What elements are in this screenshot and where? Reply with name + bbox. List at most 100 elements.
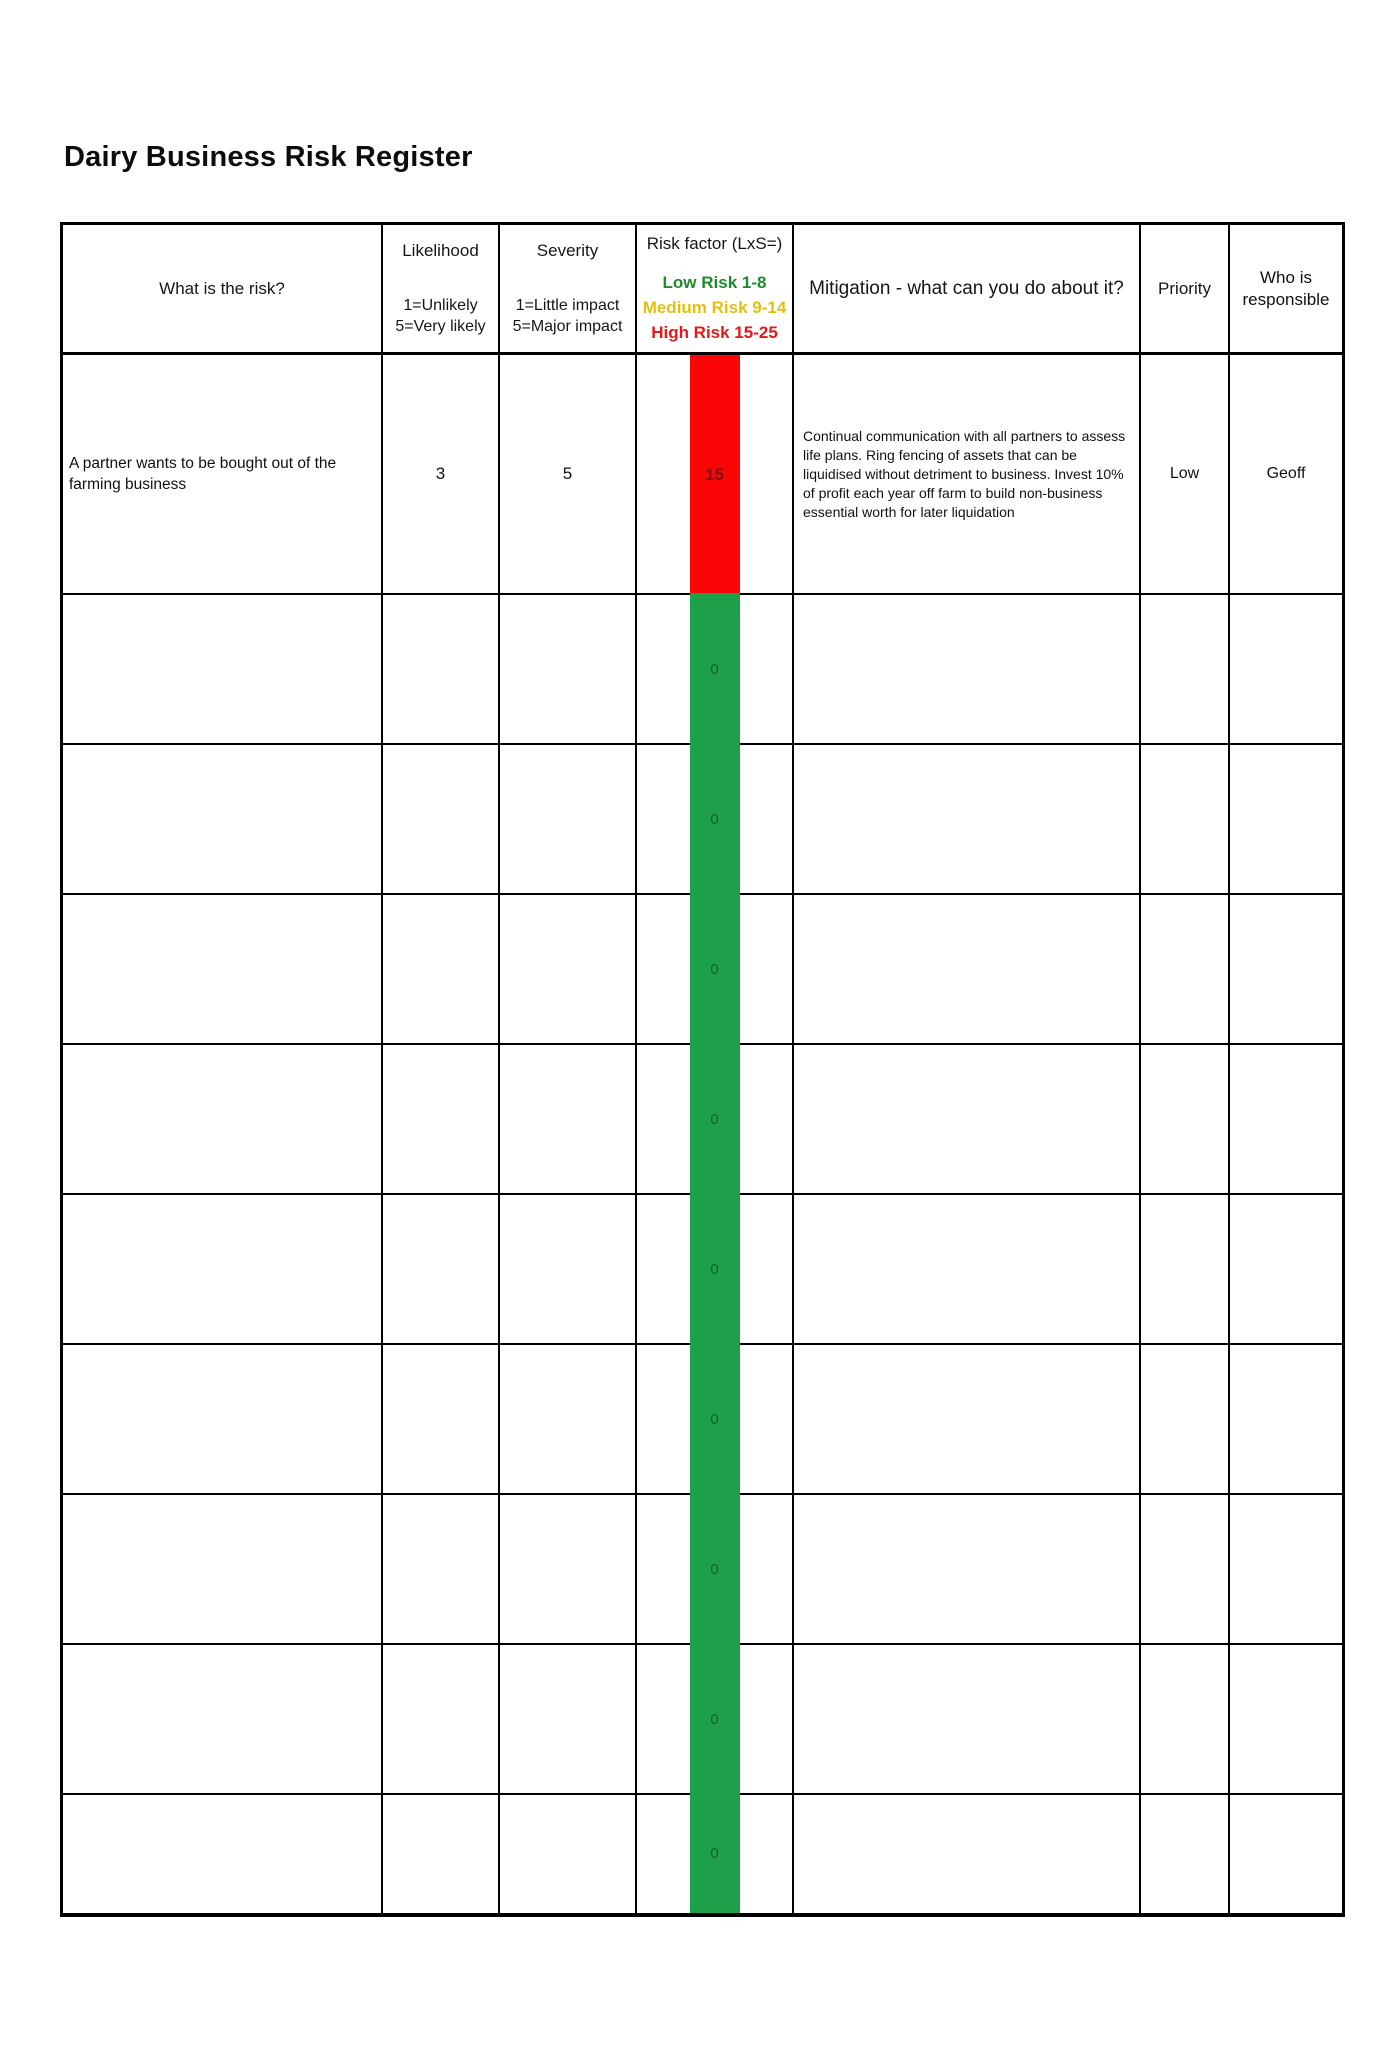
risk-factor-stripe: 0	[689, 593, 740, 745]
likelihood-cell	[383, 1195, 500, 1345]
table-row: 0	[63, 1193, 1342, 1345]
table-row: 0	[63, 1493, 1342, 1645]
risk-description-cell	[63, 1495, 383, 1645]
risk-description-cell	[63, 1345, 383, 1495]
table-row: 0	[63, 593, 1342, 745]
severity-value: 5	[562, 464, 573, 483]
mitigation-cell	[794, 1045, 1141, 1195]
risk-factor-cell: 0	[637, 1643, 794, 1795]
risk-factor-cell: 0	[637, 1193, 794, 1345]
mitigation-cell	[794, 595, 1141, 745]
likelihood-scale-low: 1=Unlikely	[403, 297, 478, 314]
legend-high-risk: High Risk 15-25	[651, 322, 778, 342]
severity-scale-high: 5=Major impact	[512, 318, 623, 335]
risk-factor-stripe: 0	[689, 1643, 740, 1795]
likelihood-cell	[383, 1645, 500, 1795]
header-risk: What is the risk?	[63, 225, 383, 355]
priority-value: Low	[1169, 465, 1200, 482]
priority-cell	[1141, 1345, 1230, 1495]
risk-factor-stripe: 0	[689, 743, 740, 895]
risk-description-cell	[63, 595, 383, 745]
header-severity: Severity 1=Little impact 5=Major impact	[500, 225, 637, 355]
severity-cell: 5	[500, 355, 637, 595]
mitigation-cell	[794, 1795, 1141, 1913]
severity-cell	[500, 1645, 637, 1795]
header-responsible-label: Who is responsible	[1242, 267, 1330, 309]
table-row: 0	[63, 1793, 1342, 1913]
header-risk-label: What is the risk?	[159, 279, 285, 298]
risk-factor-stripe: 0	[689, 1793, 740, 1913]
priority-cell	[1141, 1495, 1230, 1645]
risk-description-cell	[63, 1045, 383, 1195]
likelihood-cell	[383, 745, 500, 895]
table-row: 0	[63, 1043, 1342, 1195]
responsible-cell: Geoff	[1230, 355, 1342, 595]
risk-factor-cell: 0	[637, 1793, 794, 1913]
priority-cell	[1141, 745, 1230, 895]
mitigation-cell	[794, 1195, 1141, 1345]
risk-factor-stripe: 15	[689, 355, 740, 595]
mitigation-text: Continual communication with all partner…	[803, 427, 1126, 520]
header-priority: Priority	[1141, 225, 1230, 355]
header-severity-label: Severity	[536, 241, 599, 260]
priority-cell	[1141, 1195, 1230, 1345]
risk-description-cell: A partner wants to be bought out of the …	[63, 355, 383, 595]
mitigation-cell	[794, 1495, 1141, 1645]
responsible-cell	[1230, 1645, 1342, 1795]
table-header-row: What is the risk? Likelihood 1=Unlikely …	[63, 225, 1342, 355]
risk-factor-cell: 0	[637, 1493, 794, 1645]
header-risk-factor-label: Risk factor (LxS=)	[646, 233, 783, 253]
risk-factor-stripe: 0	[689, 1493, 740, 1645]
table-row: 0	[63, 1343, 1342, 1495]
risk-factor-stripe: 0	[689, 1343, 740, 1495]
table-row: 0	[63, 893, 1342, 1045]
severity-cell	[500, 1195, 637, 1345]
mitigation-cell: Continual communication with all partner…	[794, 355, 1141, 595]
risk-factor-stripe: 0	[689, 893, 740, 1045]
severity-cell	[500, 895, 637, 1045]
mitigation-cell	[794, 1645, 1141, 1795]
risk-description-text: A partner wants to be bought out of the …	[69, 455, 337, 493]
responsible-cell	[1230, 1495, 1342, 1645]
header-mitigation-label: Mitigation - what can you do about it?	[809, 278, 1124, 299]
mitigation-cell	[794, 895, 1141, 1045]
responsible-cell	[1230, 1345, 1342, 1495]
table-row: A partner wants to be bought out of the …	[63, 355, 1342, 595]
priority-cell	[1141, 595, 1230, 745]
risk-description-cell	[63, 1645, 383, 1795]
likelihood-cell	[383, 1045, 500, 1195]
responsible-cell	[1230, 595, 1342, 745]
header-risk-factor: Risk factor (LxS=) Low Risk 1-8 Medium R…	[637, 225, 794, 355]
risk-factor-value: 0	[710, 660, 719, 678]
risk-description-cell	[63, 1795, 383, 1913]
likelihood-cell: 3	[383, 355, 500, 595]
responsible-cell	[1230, 1795, 1342, 1913]
responsible-value: Geoff	[1266, 465, 1306, 482]
risk-factor-cell: 0	[637, 1043, 794, 1195]
risk-description-cell	[63, 1195, 383, 1345]
risk-factor-stripe: 0	[689, 1193, 740, 1345]
priority-cell	[1141, 1645, 1230, 1795]
likelihood-value: 3	[435, 464, 446, 483]
risk-register-table: What is the risk? Likelihood 1=Unlikely …	[60, 222, 1345, 1917]
risk-factor-value: 0	[710, 810, 719, 828]
table-row: 0	[63, 743, 1342, 895]
responsible-cell	[1230, 895, 1342, 1045]
severity-cell	[500, 1045, 637, 1195]
risk-factor-cell: 0	[637, 743, 794, 895]
header-likelihood: Likelihood 1=Unlikely 5=Very likely	[383, 225, 500, 355]
risk-factor-value: 0	[710, 1110, 719, 1128]
header-responsible: Who is responsible	[1230, 225, 1342, 355]
severity-cell	[500, 1495, 637, 1645]
risk-factor-value: 0	[710, 1410, 719, 1428]
header-priority-label: Priority	[1158, 279, 1211, 298]
risk-description-cell	[63, 745, 383, 895]
likelihood-cell	[383, 895, 500, 1045]
priority-cell	[1141, 1795, 1230, 1913]
risk-factor-value: 0	[710, 960, 719, 978]
risk-factor-cell: 15	[637, 355, 794, 595]
severity-cell	[500, 1795, 637, 1913]
risk-factor-value: 0	[710, 1844, 719, 1862]
risk-description-cell	[63, 895, 383, 1045]
